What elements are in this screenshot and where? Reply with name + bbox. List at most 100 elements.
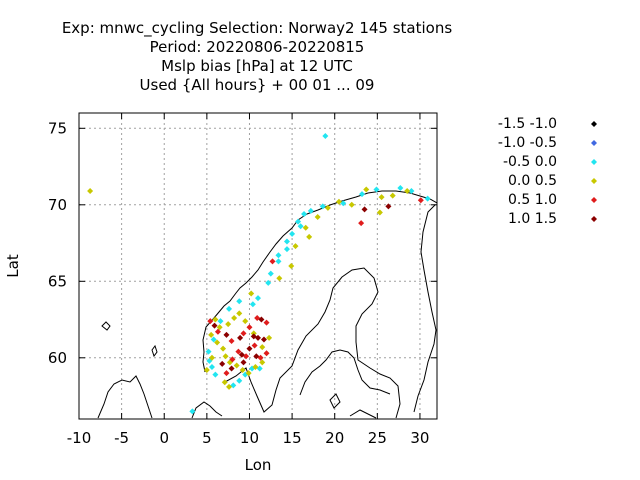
station-point-series-2 bbox=[249, 301, 256, 308]
station-point-series-2 bbox=[217, 318, 224, 325]
station-point-series-4 bbox=[263, 350, 270, 357]
station-point-series-3 bbox=[248, 290, 255, 297]
x-tick-label: -10 bbox=[67, 429, 92, 447]
station-point-series-2 bbox=[301, 210, 308, 217]
legend-label: -0.5 0.0 bbox=[503, 154, 557, 170]
station-point-series-3 bbox=[226, 383, 233, 390]
title-block: Exp: mnwc_cycling Selection: Norway2 145… bbox=[62, 19, 453, 94]
station-point-series-3 bbox=[314, 214, 321, 221]
x-tick-label: 10 bbox=[240, 429, 259, 447]
faroe-islands bbox=[101, 321, 111, 331]
coastline-norway bbox=[202, 190, 437, 373]
station-point-series-3 bbox=[266, 334, 273, 341]
svalbard-edge bbox=[349, 409, 377, 419]
station-point-series-5 bbox=[246, 345, 253, 352]
uk-scotland bbox=[97, 375, 153, 419]
station-point-series-3 bbox=[208, 354, 215, 361]
gulf-of-bothnia bbox=[299, 349, 391, 396]
station-point-series-3 bbox=[376, 209, 383, 216]
station-point-series-2 bbox=[226, 305, 233, 312]
station-point-series-3 bbox=[404, 188, 411, 195]
legend-marker bbox=[591, 178, 597, 184]
legend-marker bbox=[591, 197, 597, 203]
y-tick-label: 70 bbox=[48, 196, 67, 214]
station-point-series-4 bbox=[358, 220, 365, 227]
legend-marker bbox=[591, 121, 597, 127]
station-point-series-3 bbox=[220, 345, 227, 352]
station-point-series-3 bbox=[292, 243, 299, 250]
station-point-series-3 bbox=[236, 310, 243, 317]
y-tick-label: 75 bbox=[48, 119, 67, 137]
station-point-series-3 bbox=[324, 204, 331, 211]
station-point-series-2 bbox=[236, 377, 243, 384]
station-point-series-2 bbox=[236, 298, 243, 305]
station-point-series-2 bbox=[322, 132, 329, 139]
station-point-series-3 bbox=[222, 353, 229, 360]
station-point-series-4 bbox=[240, 330, 247, 337]
y-axis-label: Lat bbox=[4, 254, 22, 278]
station-point-series-3 bbox=[252, 363, 259, 370]
station-markers bbox=[87, 132, 431, 415]
y-tick-label: 60 bbox=[48, 349, 67, 367]
station-point-series-2 bbox=[358, 191, 365, 198]
station-point-series-4 bbox=[207, 318, 214, 325]
station-point-series-3 bbox=[378, 194, 385, 201]
x-tick-label: 30 bbox=[410, 429, 429, 447]
station-point-series-3 bbox=[288, 263, 295, 269]
x-tick-label: 0 bbox=[159, 429, 169, 447]
station-point-series-3 bbox=[259, 344, 266, 351]
station-point-series-2 bbox=[289, 230, 296, 237]
station-point-series-5 bbox=[237, 334, 244, 341]
station-point-series-5 bbox=[238, 351, 245, 358]
station-point-series-2 bbox=[295, 218, 302, 225]
legend-label: 1.0 1.5 bbox=[508, 211, 557, 227]
station-point-series-3 bbox=[208, 331, 215, 338]
finland-east-border bbox=[413, 204, 437, 413]
denmark bbox=[191, 401, 223, 419]
coastline-map bbox=[97, 190, 437, 419]
station-point-series-4 bbox=[263, 319, 270, 326]
station-point-series-5 bbox=[240, 359, 247, 366]
station-point-series-2 bbox=[265, 279, 272, 286]
station-point-series-3 bbox=[302, 224, 309, 231]
x-tick-label: 25 bbox=[368, 429, 387, 447]
x-tick-label: 15 bbox=[283, 429, 302, 447]
station-point-series-3 bbox=[335, 198, 342, 205]
station-point-series-3 bbox=[231, 315, 238, 322]
station-point-series-3 bbox=[276, 275, 283, 282]
shetland bbox=[151, 344, 158, 358]
station-point-series-3 bbox=[212, 316, 219, 323]
station-point-series-3 bbox=[221, 379, 228, 386]
station-point-series-3 bbox=[306, 233, 313, 240]
station-point-series-4 bbox=[269, 258, 276, 265]
legend: -1.5 -1.0 -1.0 -0.5 -0.5 0.0 0.0 0.5 0.5 1.0… bbox=[498, 116, 597, 227]
station-point-series-2 bbox=[275, 258, 282, 265]
station-point-series-2 bbox=[255, 295, 261, 302]
station-point-series-4 bbox=[417, 197, 424, 204]
station-point-series-3 bbox=[389, 192, 396, 199]
station-point-series-3 bbox=[348, 201, 355, 208]
station-point-series-5 bbox=[258, 316, 265, 323]
station-point-series-5 bbox=[255, 334, 261, 341]
station-point-series-2 bbox=[205, 348, 212, 355]
legend-label: -1.0 -0.5 bbox=[498, 135, 557, 151]
station-point-series-3 bbox=[245, 370, 252, 377]
station-point-series-4 bbox=[251, 342, 258, 349]
station-point-series-2 bbox=[297, 223, 304, 230]
legend-marker bbox=[591, 216, 597, 222]
station-point-series-2 bbox=[307, 207, 314, 214]
y-tick-label: 65 bbox=[48, 272, 67, 290]
station-point-series-4 bbox=[214, 328, 221, 335]
plot-frame bbox=[78, 112, 438, 420]
station-point-series-3 bbox=[214, 339, 221, 346]
title-line-4: Used {All hours} + 00 01 ... 09 bbox=[140, 76, 375, 94]
station-point-series-5 bbox=[361, 206, 368, 213]
legend-label: -1.5 -1.0 bbox=[498, 116, 557, 132]
x-tick-label: -5 bbox=[114, 429, 129, 447]
station-point-series-2 bbox=[319, 203, 326, 210]
station-point-series-2 bbox=[275, 252, 282, 259]
station-point-series-5 bbox=[228, 365, 235, 372]
station-point-series-4 bbox=[235, 348, 242, 355]
station-point-series-3 bbox=[363, 186, 370, 193]
